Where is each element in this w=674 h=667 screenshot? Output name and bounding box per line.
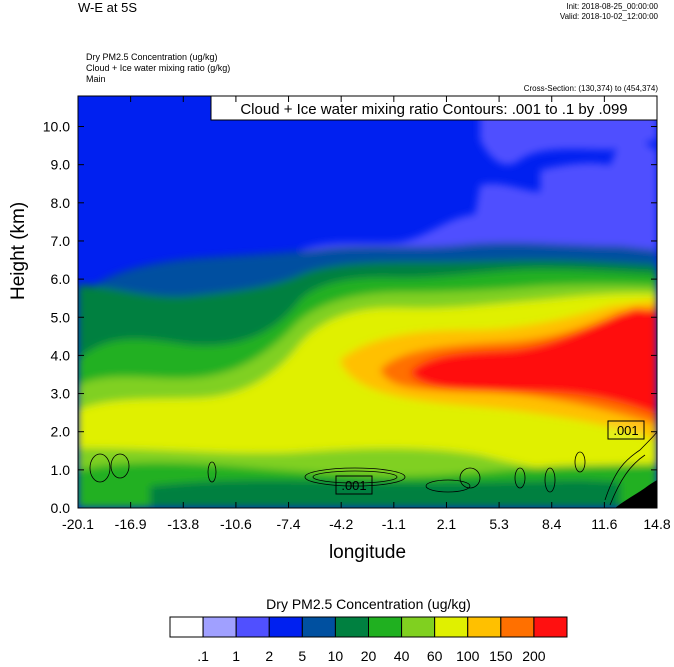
- x-tick-label: 14.8: [643, 516, 670, 532]
- y-tick-label: 8.0: [51, 195, 71, 211]
- field-lowdarkgreen-band: [150, 480, 620, 508]
- x-tick-label: 2.1: [437, 516, 457, 532]
- y-tick-label: 5.0: [51, 309, 71, 325]
- field-label-pm25: Dry PM2.5 Concentration (ug/kg): [86, 52, 218, 62]
- x-tick-label: -10.6: [220, 516, 252, 532]
- contour-label-box-1: [335, 475, 373, 495]
- plot-title: W-E at 5S: [78, 0, 138, 15]
- colorbar-swatch: [500, 616, 535, 638]
- cloud-contours: [89, 431, 657, 506]
- colorbar-swatch: [169, 616, 204, 638]
- colorbar-label: 10: [328, 648, 344, 664]
- x-tick-label: -4.2: [329, 516, 353, 532]
- contour-label-1: .001: [341, 478, 366, 493]
- x-axis-label: longitude: [328, 542, 407, 563]
- colorbar-label: 20: [361, 648, 377, 664]
- colorbar-swatch: [533, 616, 568, 638]
- colorbar-label: 60: [427, 648, 443, 664]
- colorbar: .1 1 2 5 10 20 40 60 100 150 200: [169, 616, 568, 664]
- y-tick-label: 4.0: [51, 347, 71, 363]
- contour-label-box-2: [607, 420, 645, 440]
- init-time: Init: 2018-08-25_00:00:00: [566, 2, 658, 11]
- y-axis: 0.0 1.0 2.0 3.0 4.0 5.0 6.0 7.0 8.0 9.0 10.0: [43, 119, 657, 516]
- contour-info-box: [210, 95, 658, 121]
- colorbar-label: 40: [394, 648, 410, 664]
- field-midyellow-band: [78, 414, 343, 447]
- y-tick-label: 6.0: [51, 271, 71, 287]
- x-axis: -20.1 -16.9 -13.8 -10.6 -7.4 -4.2 -1.1 2.1 5.3 8.…: [62, 96, 671, 532]
- contour-label-2: .001: [613, 423, 638, 438]
- colorbar-swatch: [202, 616, 237, 638]
- field-label-cloud: Cloud + Ice water mixing ratio (g/kg): [86, 63, 231, 73]
- cross-section-label: Cross-Section: (130,374) to (454,374): [523, 84, 658, 93]
- pm25-field: [78, 96, 657, 508]
- field-red-band: [410, 308, 657, 415]
- colorbar-swatch: [268, 616, 303, 638]
- colorbar-label: 1: [232, 648, 240, 664]
- field-label-main: Main: [86, 74, 106, 84]
- colorbar-title: Dry PM2.5 Concentration (ug/kg): [266, 596, 471, 612]
- x-tick-label: -20.1: [62, 516, 94, 532]
- colorbar-label: 150: [489, 648, 513, 664]
- colorbar-swatch: [235, 616, 270, 638]
- y-tick-label: 0.0: [51, 500, 71, 516]
- field-lightblue-band: [300, 140, 657, 262]
- x-tick-label: -13.8: [167, 516, 199, 532]
- x-tick-label: 8.4: [542, 516, 562, 532]
- colorbar-swatch: [301, 616, 336, 638]
- colorbar-label: 100: [456, 648, 480, 664]
- x-tick-label: -1.1: [382, 516, 406, 532]
- y-tick-label: 1.0: [51, 462, 71, 478]
- y-tick-label: 2.0: [51, 424, 71, 440]
- contour-info: Cloud + Ice water mixing ratio Contours:…: [240, 101, 627, 118]
- colorbar-label: .1: [197, 648, 209, 664]
- colorbar-swatch: [467, 616, 502, 638]
- valid-time: Valid: 2018-10-02_12:00:00: [559, 12, 658, 21]
- x-tick-label: -7.4: [276, 516, 300, 532]
- x-tick-label: -16.9: [115, 516, 147, 532]
- terrain-black: [615, 480, 657, 508]
- colorbar-swatch: [434, 616, 469, 638]
- y-tick-label: 7.0: [51, 233, 71, 249]
- colorbar-swatch: [334, 616, 369, 638]
- y-tick-label: 3.0: [51, 386, 71, 402]
- y-axis-label: Height (km): [8, 201, 29, 300]
- y-tick-label: 10.0: [43, 119, 70, 135]
- colorbar-swatch: [401, 616, 436, 638]
- x-tick-label: 5.3: [489, 516, 509, 532]
- y-tick-label: 9.0: [51, 157, 71, 173]
- colorbar-label: 5: [298, 648, 306, 664]
- colorbar-label: 200: [522, 648, 546, 664]
- field-lightblue-patch: [480, 106, 657, 165]
- x-tick-label: 11.6: [591, 516, 617, 532]
- contour-labels: .001 .001: [335, 420, 645, 495]
- colorbar-swatch: [368, 616, 403, 638]
- colorbar-label: 2: [265, 648, 273, 664]
